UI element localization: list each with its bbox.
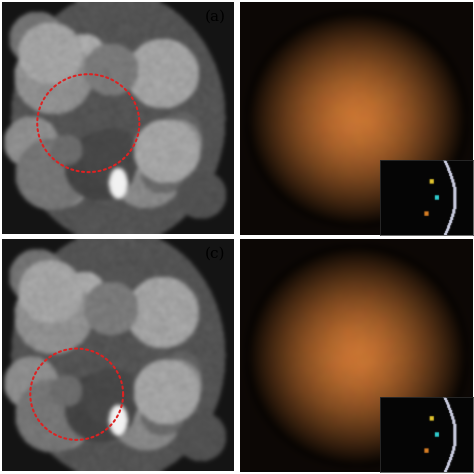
Text: (c): (c) bbox=[205, 246, 225, 260]
Text: (a): (a) bbox=[204, 9, 225, 23]
